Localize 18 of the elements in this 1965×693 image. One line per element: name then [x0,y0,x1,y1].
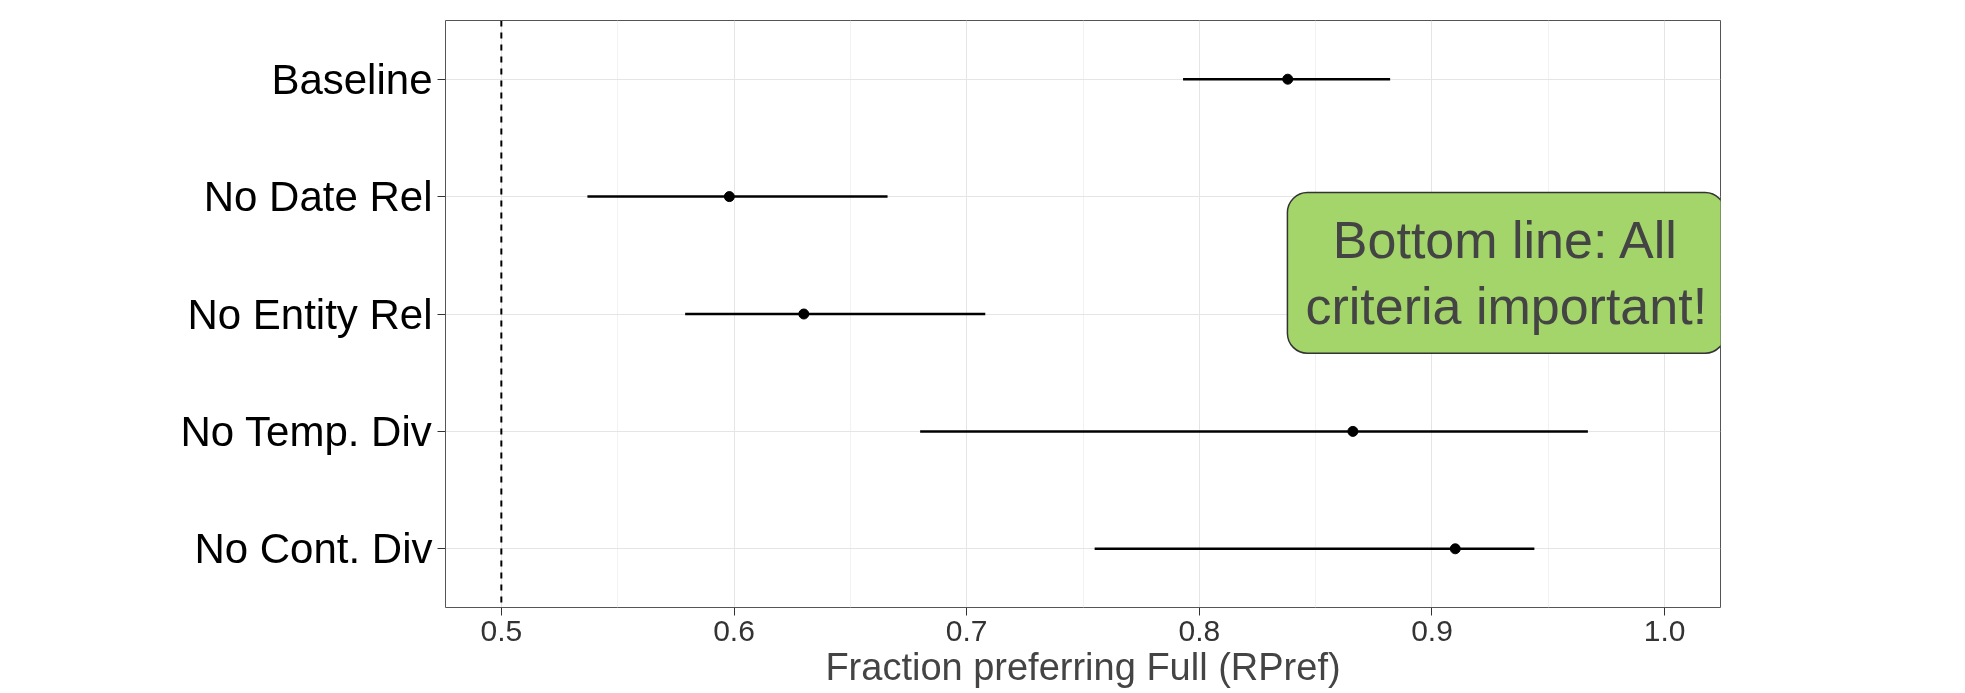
point [1282,73,1294,85]
x-tick-label: 0.6 [713,613,755,647]
point [1449,543,1461,555]
x-axis-title: Fraction preferring Full (RPref) [825,645,1341,688]
x-tick-label: 0.8 [1178,613,1221,647]
point [723,191,735,203]
y-tick-label: Baseline [271,55,433,103]
point [798,308,810,320]
point [1347,425,1359,437]
x-tick-label: 0.5 [480,613,523,647]
y-tick-label: No Entity Rel [187,290,433,338]
y-tick-label: No Cont. Div [194,525,433,573]
y-tick-label: No Temp. Div [180,407,432,455]
x-tick-label: 0.9 [1411,613,1453,647]
x-tick-label: 0.7 [945,613,988,647]
annotation: Bottom line: All criteria important! [1305,210,1708,336]
x-tick-label: 1.0 [1643,613,1686,647]
y-tick-label: No Date Rel [203,173,433,221]
